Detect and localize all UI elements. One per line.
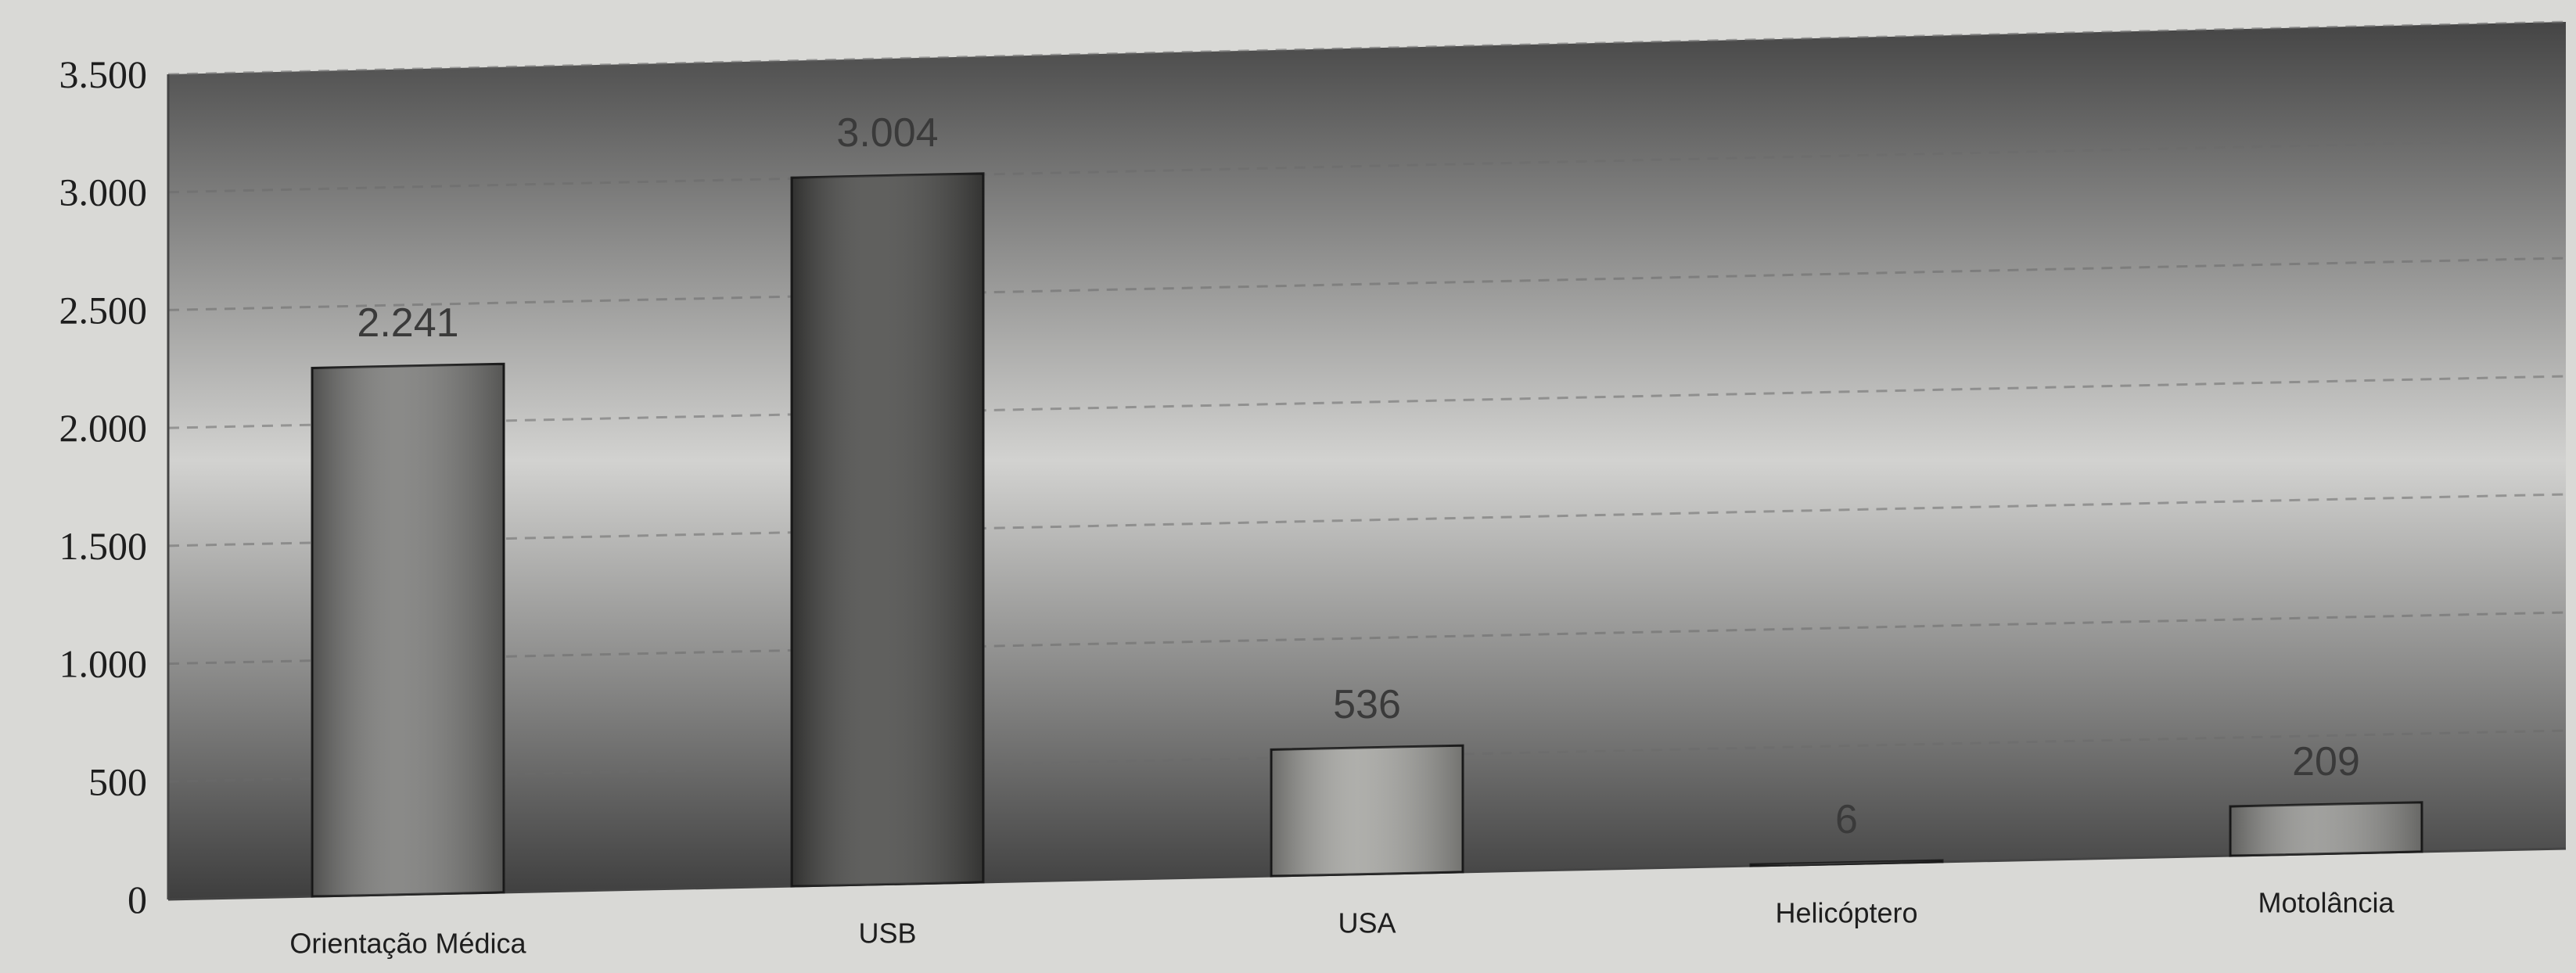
bar-2	[1270, 744, 1464, 878]
bar-shading	[1751, 860, 1942, 867]
bar-3	[1749, 859, 1944, 867]
data-label: 6	[1835, 797, 1858, 842]
x-tick-label: Orientação Médica	[289, 928, 526, 960]
x-tick-label: USA	[1338, 907, 1396, 939]
bar-1	[790, 172, 985, 888]
y-tick-label: 2.000	[59, 406, 148, 450]
gridline	[167, 729, 2567, 783]
gridlines	[167, 20, 2567, 783]
axes: 0 500 1.000 1.500 2.000 2.500 3.000 3.500	[59, 52, 2567, 921]
y-tick-label: 1.500	[59, 524, 148, 568]
bar-shading	[792, 173, 983, 887]
bar-0	[311, 362, 505, 898]
gridline	[167, 138, 2567, 194]
x-tick-label: Helicóptero	[1775, 897, 1917, 929]
data-label: 3.004	[836, 110, 938, 156]
bar-shading	[2230, 802, 2422, 856]
data-label: 536	[1333, 682, 1401, 727]
y-tick-label: 2.500	[59, 288, 148, 332]
gridline	[167, 493, 2567, 548]
data-label: 2.241	[357, 300, 458, 346]
gridline	[167, 20, 2567, 76]
y-tick-label: 3.500	[59, 52, 148, 96]
plot-area	[168, 22, 2566, 899]
y-tick-label: 0	[128, 878, 147, 921]
bar-shading	[1271, 745, 1463, 877]
gridline	[167, 611, 2567, 666]
bars	[311, 172, 2423, 898]
gridline	[167, 375, 2567, 429]
y-tick-label: 1.000	[59, 642, 148, 686]
y-tick-label: 3.000	[59, 171, 148, 214]
x-tick-label: Motolância	[2258, 887, 2395, 919]
x-tick-label: USB	[858, 917, 916, 950]
data-label: 209	[2292, 739, 2360, 785]
bar-4	[2229, 801, 2423, 857]
labels: 2.241 Orientação Médica 3.004 USB 536 USA 6 Hel…	[289, 110, 2395, 960]
gridline	[167, 257, 2567, 311]
bar-shading	[312, 364, 504, 897]
y-tick-label: 500	[88, 759, 147, 803]
